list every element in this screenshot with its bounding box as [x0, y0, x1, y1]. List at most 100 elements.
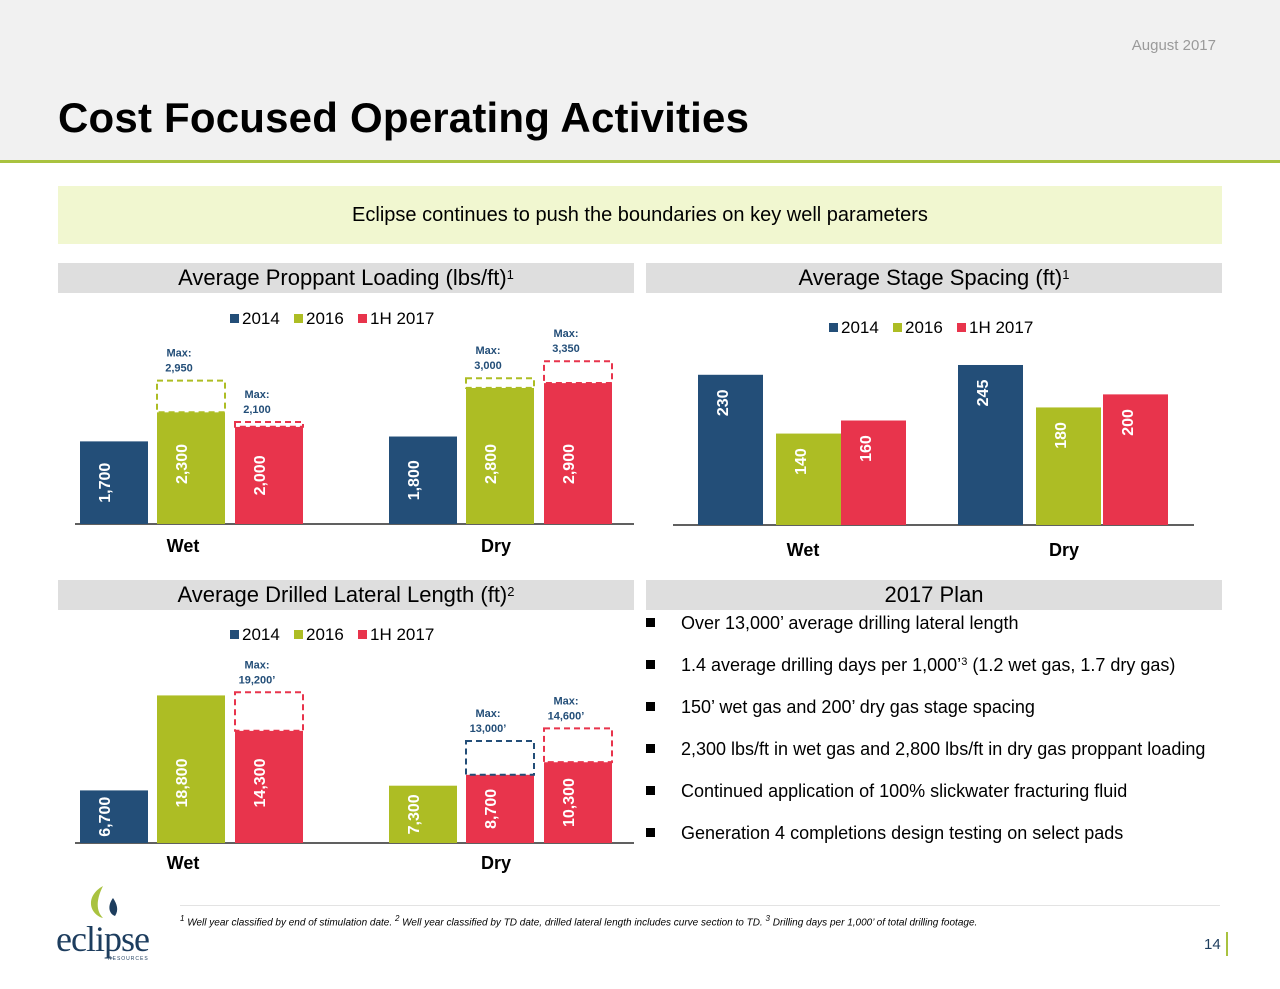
bar-value-label: 14,300: [252, 758, 269, 807]
max-marker-label: Max:: [244, 389, 269, 401]
bar-value-label: 180: [1053, 422, 1070, 449]
legend-label: 2014: [242, 309, 280, 328]
max-marker-outline: [465, 377, 535, 389]
plan-item: Over 13,000’ average drilling lateral le…: [646, 612, 1226, 634]
proppant-panel-header: Average Proppant Loading (lbs/ft) 1: [58, 263, 634, 293]
report-date: August 2017: [1131, 37, 1216, 54]
eclipse-logo-icon: [90, 886, 118, 918]
plan-item: Continued application of 100% slickwater…: [646, 780, 1226, 802]
bar-value-label: 160: [858, 435, 875, 462]
logo-wordmark: eclipse: [56, 919, 150, 959]
legend-swatch-2014: [829, 323, 838, 332]
lateral-panel-header: Average Drilled Lateral Length (ft) 2: [58, 580, 634, 610]
bar-dry-1h-2017: [1103, 394, 1168, 525]
bar-value-label: 7,300: [406, 794, 423, 834]
plan-item: Generation 4 completions design testing …: [646, 822, 1226, 844]
bullet-icon: [646, 744, 655, 753]
bar-value-label: 2,800: [483, 444, 500, 484]
footnote-text-2: Well year classified by TD date, drilled…: [399, 917, 766, 929]
legend-label: 2016: [905, 318, 943, 337]
bar-dry-1h-2017: [466, 774, 534, 843]
legend-swatch-2014: [230, 314, 239, 323]
legend-swatch-1h-2017: [358, 314, 367, 323]
page-number: 14: [1204, 936, 1221, 953]
bar-value-label: 140: [793, 448, 810, 475]
footnote: 1 Well year classified by end of stimula…: [180, 912, 1190, 930]
bar-wet-2016: [157, 695, 225, 843]
bar-value-label: 2,900: [561, 444, 578, 484]
plan-panel-header: 2017 Plan: [646, 580, 1222, 610]
bar-wet-2014: [698, 374, 763, 525]
bar-value-label: 245: [975, 380, 992, 407]
footer-divider: [180, 905, 1220, 906]
footnote-text-1: Well year classified by end of stimulati…: [184, 917, 395, 929]
max-marker-outline: [543, 360, 613, 385]
bar-dry-2016: [466, 387, 534, 524]
bar-dry-2014: [958, 364, 1023, 525]
bar-wet-1h-2017: [235, 730, 303, 843]
bar-value-label: 230: [715, 389, 732, 416]
max-marker-label: Max:: [475, 345, 500, 357]
max-marker-label: Max:: [475, 708, 500, 720]
plan-item-text: 2,300 lbs/ft in wet gas and 2,800 lbs/ft…: [681, 739, 1206, 759]
legend-label: 2016: [306, 309, 344, 328]
legend-label: 1H 2017: [370, 625, 434, 644]
lateral-footnote-ref: 2: [507, 583, 515, 599]
bar-value-label: 18,800: [174, 758, 191, 807]
bar-value-label: 6,700: [97, 797, 114, 837]
max-marker-value: 2,950: [165, 363, 193, 375]
page-number-accent: [1226, 932, 1228, 956]
max-marker-outline: [543, 727, 613, 764]
bar-wet-1h-2017: [841, 420, 906, 525]
bar-value-label: 1,800: [406, 460, 423, 500]
plan-item-footnote-ref: 3: [961, 656, 968, 668]
lateral-panel-title: Average Drilled Lateral Length (ft): [177, 582, 508, 607]
spacing-panel-header: Average Stage Spacing (ft) 1: [646, 263, 1222, 293]
bar-dry-2016: [389, 785, 457, 843]
legend-swatch-1h-2017: [358, 630, 367, 639]
bar-dry-extra: [544, 762, 612, 843]
max-marker-label: Max:: [553, 328, 578, 340]
category-label-dry: Dry: [481, 536, 511, 556]
legend-swatch-1h-2017: [957, 323, 966, 332]
bullet-icon: [646, 828, 655, 837]
bar-dry-1h-2017: [544, 383, 612, 524]
max-marker-value: 3,350: [552, 343, 580, 355]
legend-swatch-2016: [294, 314, 303, 323]
max-marker-value: 3,000: [474, 360, 502, 372]
plan-item-text: 150’ wet gas and 200’ dry gas stage spac…: [681, 697, 1035, 717]
bar-dry-2014: [389, 436, 457, 524]
bar-dry-2016: [1036, 407, 1101, 525]
plan-item-text: 1.4 average drilling days per 1,000’: [681, 655, 962, 675]
bar-wet-2016: [157, 412, 225, 524]
legend-swatch-2016: [294, 630, 303, 639]
plan-item-text: Over 13,000’ average drilling lateral le…: [681, 613, 1019, 633]
legend-label: 2016: [306, 625, 344, 644]
bar-value-label: 10,300: [561, 778, 578, 827]
plan-item: 1.4 average drilling days per 1,000’3 (1…: [646, 654, 1226, 676]
bar-wet-2014: [80, 790, 148, 843]
legend-swatch-2014: [230, 630, 239, 639]
legend-label: 1H 2017: [969, 318, 1033, 337]
bar-value-label: 2,300: [174, 444, 191, 484]
page-title: Cost Focused Operating Activities: [58, 94, 750, 141]
bullet-icon: [646, 786, 655, 795]
plan-item-text: Continued application of 100% slickwater…: [681, 781, 1128, 801]
logo-subtitle: RESOURCES: [108, 956, 149, 962]
bullet-icon: [646, 660, 655, 669]
plan-item: 150’ wet gas and 200’ dry gas stage spac…: [646, 696, 1226, 718]
key-message-text: Eclipse continues to push the boundaries…: [352, 203, 928, 226]
category-label-wet: Wet: [167, 536, 200, 556]
category-label-dry: Dry: [1049, 540, 1079, 560]
footnote-marker-1: 1: [180, 914, 185, 923]
category-label-dry: Dry: [481, 853, 511, 873]
max-marker-value: 13,000’: [470, 723, 507, 735]
bullet-icon: [646, 618, 655, 627]
plan-item: 2,300 lbs/ft in wet gas and 2,800 lbs/ft…: [646, 738, 1226, 760]
category-label-wet: Wet: [787, 540, 820, 560]
proppant-panel-title: Average Proppant Loading (lbs/ft): [178, 265, 507, 290]
bar-wet-1h-2017: [235, 426, 303, 524]
bar-value-label: 200: [1120, 409, 1137, 436]
header-divider: [0, 160, 1280, 163]
